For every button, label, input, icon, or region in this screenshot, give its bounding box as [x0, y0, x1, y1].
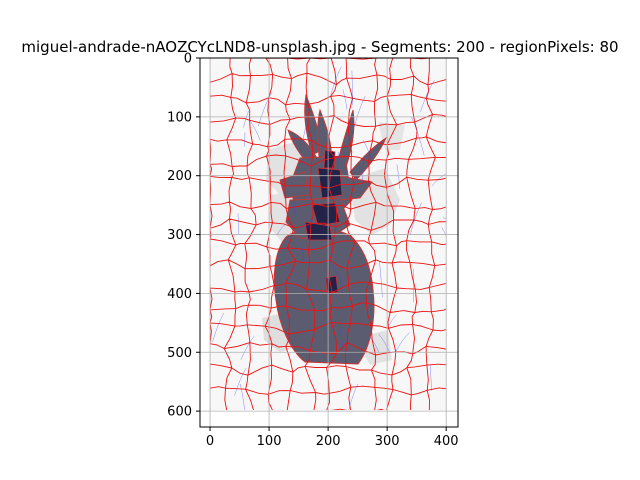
- flow-line: [441, 227, 446, 237]
- flow-line: [410, 202, 422, 235]
- flow-line: [362, 139, 372, 161]
- x-axis: 0 100 200 300 400: [206, 427, 459, 449]
- flow-line: [420, 80, 435, 113]
- flow-line: [348, 383, 359, 410]
- flow-line: [276, 224, 286, 236]
- flow-line: [431, 173, 446, 187]
- y-tick-label: 600: [167, 405, 192, 420]
- y-tick-label: 0: [184, 52, 192, 67]
- flow-line: [410, 116, 425, 156]
- flow-lines: [212, 66, 460, 410]
- x-tick-label: 400: [434, 434, 459, 449]
- x-tick-label: 0: [206, 434, 214, 449]
- flow-line: [389, 314, 397, 326]
- flow-line: [429, 365, 432, 391]
- y-axis: 0 100 200 300 400 500 600: [167, 52, 200, 420]
- flow-line: [237, 213, 239, 235]
- flow-line: [212, 312, 225, 343]
- flow-line: [308, 217, 312, 228]
- x-tick-label: 300: [375, 434, 400, 449]
- flow-line: [329, 261, 344, 288]
- flow-line: [354, 95, 366, 127]
- segment-boundaries: [210, 58, 446, 410]
- flow-line: [301, 245, 305, 262]
- flow-line: [351, 70, 353, 106]
- flow-line: [239, 383, 246, 410]
- flow-line: [338, 325, 344, 352]
- segmented-image: [210, 58, 460, 410]
- flow-line: [240, 335, 255, 360]
- flow-line: [395, 332, 410, 352]
- flow-line: [451, 69, 460, 95]
- flow-line: [257, 92, 272, 127]
- flow-line: [342, 89, 348, 110]
- flow-line: [243, 110, 249, 128]
- chart-title: miguel-andrade-nAOZCYcLND8-unsplash.jpg …: [21, 38, 618, 56]
- axes-frame: [199, 57, 459, 428]
- y-tick-label: 200: [167, 169, 192, 184]
- flow-line: [442, 216, 446, 220]
- x-tick-label: 200: [316, 434, 341, 449]
- flow-line: [370, 337, 380, 353]
- y-tick-label: 400: [167, 287, 192, 302]
- flow-line: [378, 334, 390, 353]
- flow-line: [362, 155, 365, 181]
- flow-line: [330, 66, 342, 95]
- x-tick-label: 100: [257, 434, 282, 449]
- y-tick-label: 100: [167, 110, 192, 125]
- superpixel-edges: [210, 58, 446, 410]
- flow-line: [396, 164, 401, 190]
- flow-line: [292, 196, 296, 217]
- flow-line: [303, 126, 307, 139]
- flow-line: [249, 119, 261, 142]
- y-tick-label: 500: [167, 346, 192, 361]
- flow-line: [234, 368, 247, 396]
- y-tick-label: 300: [167, 228, 192, 243]
